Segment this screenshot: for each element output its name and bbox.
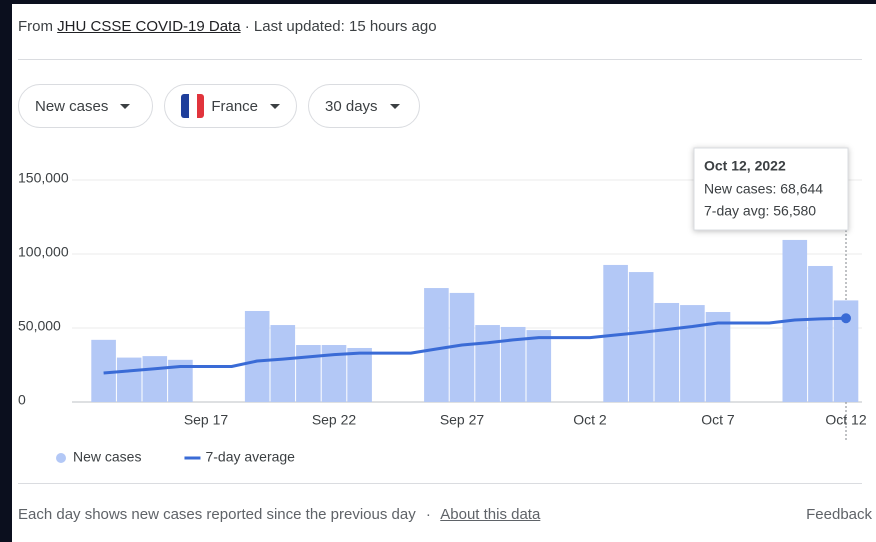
flag-icon — [181, 94, 205, 118]
source-line: From JHU CSSE COVID-19 Data · Last updat… — [18, 18, 437, 35]
divider — [18, 59, 862, 60]
dropdown-label: New cases — [35, 97, 109, 115]
footer: Each day shows new cases reported since … — [18, 506, 540, 523]
dropdown-label: France — [211, 97, 258, 115]
tooltip-box — [693, 147, 849, 231]
chart: 0 50,000 100,000 150,000 Sep 17 Sep 22 Sep 27 O… — [18, 147, 867, 465]
hover-point — [841, 313, 851, 324]
feedback-link[interactable]: Feedback — [806, 506, 872, 523]
bar — [526, 330, 552, 402]
bar — [628, 272, 654, 402]
y-tick-label: 50,000 — [18, 318, 61, 334]
dropdown-label: 30 days — [325, 97, 378, 115]
legend-swatch — [56, 453, 66, 463]
y-tick-label: 150,000 — [18, 170, 69, 186]
bar — [680, 305, 705, 402]
caret — [120, 103, 131, 109]
panel: From JHU CSSE COVID-19 Data · Last updat… — [12, 4, 876, 542]
tooltip-title: Oct 12, 2022 — [704, 158, 786, 174]
bar — [808, 265, 833, 402]
divider — [18, 483, 862, 484]
bar — [244, 310, 270, 402]
x-tick-label: Oct 7 — [701, 412, 735, 428]
tooltip-line: 7-day avg: 56,580 — [704, 203, 816, 219]
caret — [270, 103, 280, 109]
tooltip-line: New cases: 68,644 — [704, 181, 823, 197]
separator: · — [425, 506, 431, 523]
x-tick-label: Oct 2 — [573, 412, 607, 428]
metric-dropdown[interactable]: New cases — [18, 84, 153, 128]
legend-label: New cases — [73, 449, 141, 465]
bar — [296, 345, 321, 402]
range-dropdown[interactable]: 30 days — [308, 84, 420, 128]
average-line — [103, 316, 847, 375]
source-prefix: From — [18, 18, 53, 35]
legend-label: 7-day average — [205, 449, 295, 465]
bar — [270, 325, 296, 402]
source-link[interactable]: JHU CSSE COVID-19 Data — [57, 18, 241, 35]
region-dropdown[interactable]: France — [164, 84, 297, 128]
y-tick-label: 100,000 — [18, 244, 69, 260]
bar — [654, 302, 680, 402]
bar — [116, 357, 142, 402]
y-tick-label: 0 — [18, 392, 26, 408]
bar — [475, 325, 500, 402]
footer-note: Each day shows new cases reported since … — [18, 506, 416, 523]
last-updated: · Last updated: 15 hours ago — [244, 18, 437, 35]
tooltip: Oct 12, 2022 New cases: 68,644 7-day avg: … — [693, 147, 849, 231]
caret — [389, 103, 400, 109]
bar — [142, 356, 168, 402]
x-tick-label: Sep 22 — [312, 412, 357, 428]
x-tick-label: Sep 17 — [184, 412, 229, 428]
about-link[interactable]: About this data — [440, 506, 541, 523]
bar — [347, 347, 372, 402]
x-tick-label: Sep 27 — [440, 412, 485, 428]
bar — [705, 312, 731, 402]
bar — [424, 288, 449, 402]
